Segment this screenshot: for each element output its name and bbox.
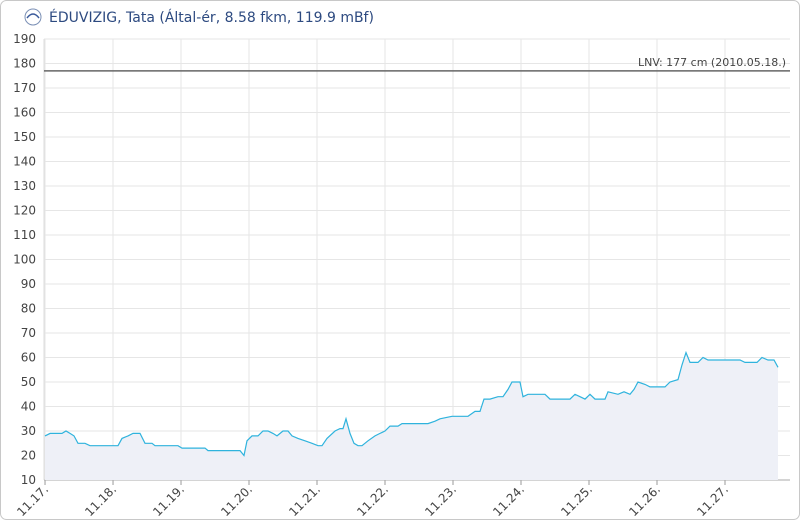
y-tick-label: 140 (13, 155, 36, 169)
y-tick-label: 90 (21, 277, 36, 291)
line (44, 350, 779, 457)
y-tick-label: 30 (21, 424, 36, 438)
reference-label: LNV: 177 cm (2010.05.18.) (638, 56, 786, 69)
y-tick-label: 40 (21, 400, 36, 414)
logo (24, 8, 42, 26)
y-tick-label: 180 (13, 57, 36, 71)
chart-title: ÉDUVIZIG, Tata (Által-ér, 8.58 fkm, 119.… (49, 9, 374, 26)
y-tick-label: 10 (21, 473, 36, 487)
y-tick-label: 120 (13, 204, 36, 218)
y-tick-label: 160 (13, 106, 36, 120)
y-tick-label: 190 (13, 32, 36, 46)
area (45, 352, 778, 480)
y-tick-label: 50 (21, 375, 36, 389)
y-tick-label: 80 (21, 302, 36, 316)
y-tick-label: 170 (13, 81, 36, 95)
y-tick-label: 60 (21, 351, 36, 365)
y-tick-label: 100 (13, 253, 36, 267)
y-tick-label: 110 (13, 228, 36, 242)
y-tick-label: 130 (13, 179, 36, 193)
y-tick-label: 150 (13, 130, 36, 144)
y-tick-label: 70 (21, 326, 36, 340)
y-tick-label: 20 (21, 449, 36, 463)
